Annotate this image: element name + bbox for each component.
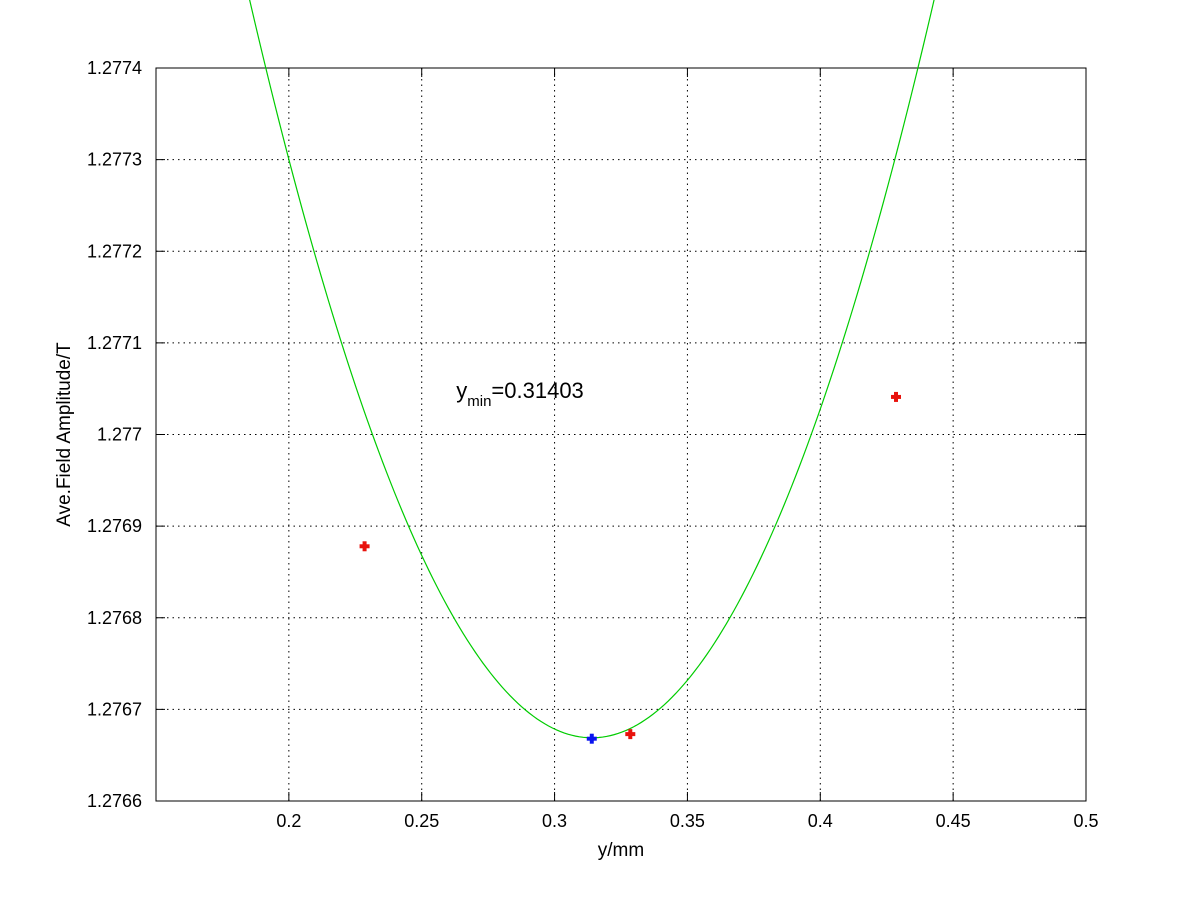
y-tick-label: 1.277 <box>97 425 142 445</box>
y-tick-labels: 1.2766 1.2767 1.2768 1.2769 1.277 1.2771 1.277… <box>87 58 142 811</box>
fit-curve <box>249 0 935 739</box>
x-tick-label: 0.25 <box>404 811 439 831</box>
annotation-ymin: ymin=0.31403 <box>456 378 584 410</box>
annotation-value: =0.31403 <box>491 378 583 403</box>
y-tick-label: 1.2769 <box>87 516 142 536</box>
y-axis-title: Ave.Field Amplitude/T <box>54 342 75 527</box>
y-tick-label: 1.2767 <box>87 699 142 719</box>
y-tick-label: 1.2774 <box>87 58 142 78</box>
measured-point-marker <box>359 541 370 552</box>
measured-point-marker <box>891 391 902 402</box>
plot-background <box>156 68 1086 801</box>
y-tick-label: 1.2766 <box>87 791 142 811</box>
x-tick-label: 0.2 <box>276 811 301 831</box>
y-tick-label: 1.2772 <box>87 241 142 261</box>
axis-ticks <box>156 67 1087 802</box>
x-tick-label: 0.3 <box>542 811 567 831</box>
x-tick-label: 0.4 <box>808 811 833 831</box>
annotation-subscript: min <box>467 393 491 410</box>
minimum-point-marker <box>586 733 597 744</box>
annotation-base: y <box>456 378 467 403</box>
x-tick-label: 0.45 <box>936 811 971 831</box>
x-axis-title: y/mm <box>598 840 644 861</box>
x-tick-label: 0.5 <box>1073 811 1098 831</box>
y-tick-label: 1.2768 <box>87 608 142 628</box>
measured-point-marker <box>625 729 636 740</box>
y-tick-label: 1.2773 <box>87 150 142 170</box>
x-tick-label: 0.35 <box>670 811 705 831</box>
grid <box>156 68 1086 801</box>
series-layer <box>249 0 935 744</box>
y-tick-label: 1.2771 <box>87 333 142 353</box>
x-tick-labels: 0.2 0.25 0.3 0.35 0.4 0.45 0.5 <box>276 811 1098 831</box>
